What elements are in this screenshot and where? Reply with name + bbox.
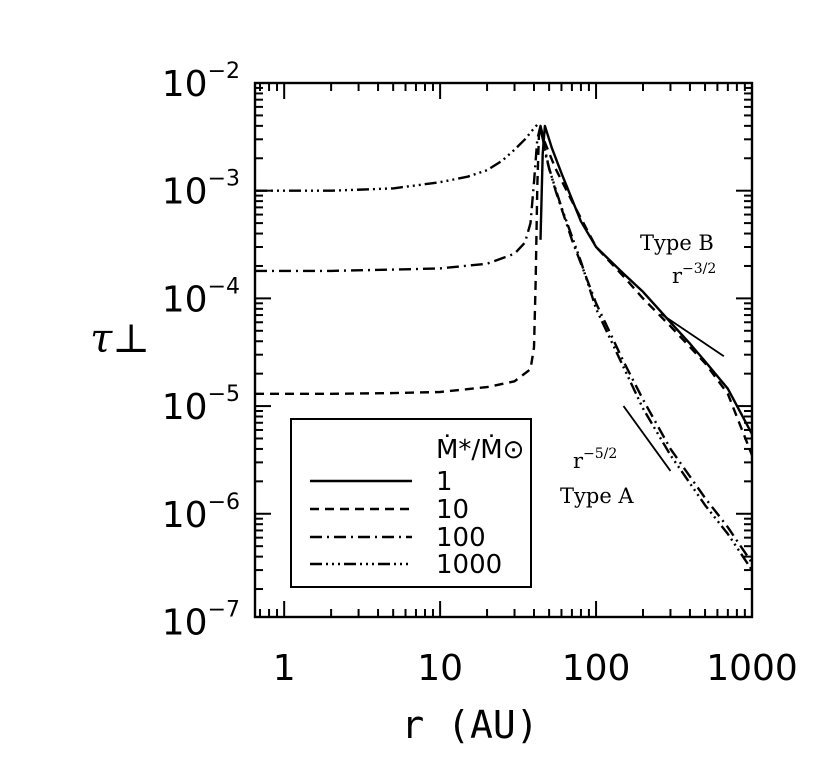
slope-line-1	[622, 405, 672, 472]
legend-label-2: 100	[436, 523, 486, 553]
y-tick-label: 10−6	[162, 490, 240, 536]
slope-line-0	[660, 313, 725, 358]
legend-label-1: 10	[436, 495, 469, 525]
x-tick-label: 10	[417, 648, 463, 689]
slope-label-1: r−5/2	[573, 446, 617, 473]
annotation-label-0: Type B	[640, 231, 714, 255]
plot-frame	[253, 81, 754, 619]
x-tick-label: 1000	[706, 648, 798, 689]
y-tick-label: 10−4	[162, 274, 240, 320]
x-axis-title: r (AU)	[401, 703, 538, 747]
y-tick-label: 10−3	[162, 167, 240, 213]
legend-label-0: 1	[436, 467, 453, 497]
y-axis-title: τ⊥	[90, 316, 150, 362]
legend-box	[290, 418, 532, 588]
annotation-label-1: Type A	[560, 484, 634, 508]
y-tick-label: 10−7	[162, 597, 240, 643]
y-tick-label: 10−5	[162, 382, 240, 428]
legend-label-3: 1000	[436, 550, 502, 580]
x-tick-label: 100	[562, 648, 631, 689]
series-layer	[255, 123, 752, 571]
x-tick-label: 1	[273, 648, 296, 689]
series-line-3	[255, 123, 752, 571]
legend-title: Ṁ*/Ṁ⊙	[436, 433, 524, 465]
annotations: Type B r−3/2 Type A r−5/2	[560, 231, 725, 508]
y-tick-label: 10−2	[162, 59, 240, 105]
slope-label-0: r−3/2	[672, 261, 716, 288]
